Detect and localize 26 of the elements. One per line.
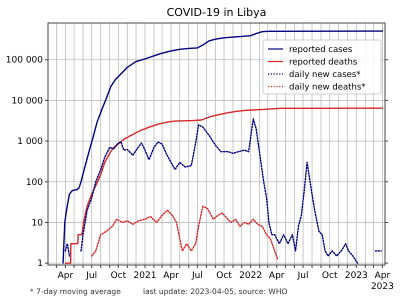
x-tick-label: Jul bbox=[296, 271, 308, 281]
x-tick-label: Apr bbox=[163, 271, 180, 281]
x-tick-label: Oct bbox=[322, 271, 338, 281]
y-tick-label: 100 000 bbox=[6, 56, 44, 66]
chart-title: COVID-19 in Libya bbox=[166, 6, 266, 19]
legend-label: reported cases bbox=[289, 45, 353, 55]
y-tick-label: 1 bbox=[37, 259, 43, 270]
y-tick-label: 10 000 bbox=[12, 96, 44, 106]
x-tick-label: Apr 2023 bbox=[370, 271, 394, 292]
x-tick-label: Oct bbox=[216, 271, 232, 281]
legend-label: daily new cases* bbox=[289, 70, 361, 80]
x-tick-label: 2021 bbox=[134, 271, 156, 281]
x-tick-label: Apr bbox=[268, 271, 285, 281]
x-tick-label: Apr bbox=[58, 271, 74, 281]
x-tick-label: Jul bbox=[190, 271, 203, 281]
legend-label: daily new deaths* bbox=[289, 82, 366, 92]
y-tick-label: 10 bbox=[32, 218, 44, 228]
x-tick-label: 2022 bbox=[239, 271, 262, 281]
x-tick-label: 2023 bbox=[344, 271, 368, 281]
x-tick-label: Oct bbox=[110, 271, 127, 281]
y-tick-label: 1 000 bbox=[17, 137, 44, 148]
line-series bbox=[62, 30, 384, 264]
x-tick-label: Jul bbox=[85, 271, 98, 281]
y-tick-label: 100 bbox=[26, 178, 44, 188]
line-series bbox=[91, 206, 279, 261]
legend-label: reported deaths bbox=[289, 58, 358, 68]
